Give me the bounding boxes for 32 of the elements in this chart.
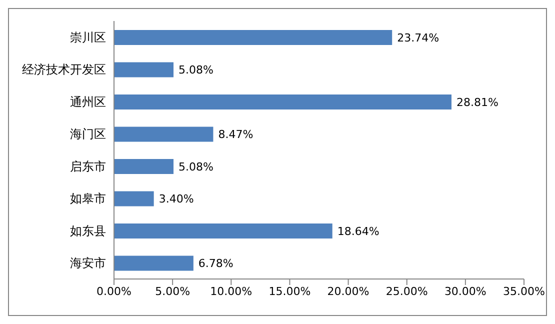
bar <box>114 62 174 78</box>
y-tick-label: 启东市 <box>70 159 106 174</box>
x-tick-label: 15.00% <box>268 284 311 298</box>
x-tick-label: 30.00% <box>444 284 486 298</box>
x-tick-label: 10.00% <box>210 284 252 298</box>
bar <box>114 159 174 174</box>
bar <box>114 224 332 238</box>
bar <box>114 126 214 142</box>
x-tick-label: 35.00% <box>503 284 545 298</box>
bar <box>114 30 392 45</box>
x-tick-label: 20.00% <box>327 284 370 298</box>
y-tick-label: 海安市 <box>70 256 106 270</box>
y-tick-label: 通州区 <box>70 94 106 109</box>
y-tick-label: 如东县 <box>70 224 106 238</box>
data-label: 18.64% <box>337 224 380 238</box>
x-tick-label: 25.00% <box>386 284 428 298</box>
bar <box>114 94 452 110</box>
x-tick-label: 5.00% <box>155 284 190 298</box>
y-tick-label: 经济技术开发区 <box>22 62 106 77</box>
bar <box>114 191 154 206</box>
data-label: 28.81% <box>456 96 498 109</box>
y-tick-label: 海门区 <box>70 127 106 142</box>
data-label: 5.08% <box>178 160 214 174</box>
data-label: 3.40% <box>158 192 194 206</box>
bar <box>114 256 194 271</box>
data-label: 8.47% <box>218 128 254 142</box>
y-tick-label: 崇川区 <box>70 30 106 44</box>
data-label: 5.08% <box>178 64 214 77</box>
data-label: 6.78% <box>198 257 234 270</box>
data-label: 23.74% <box>397 31 440 44</box>
y-tick-label: 如皋市 <box>70 192 106 206</box>
x-tick-label: 0.00% <box>96 284 132 298</box>
